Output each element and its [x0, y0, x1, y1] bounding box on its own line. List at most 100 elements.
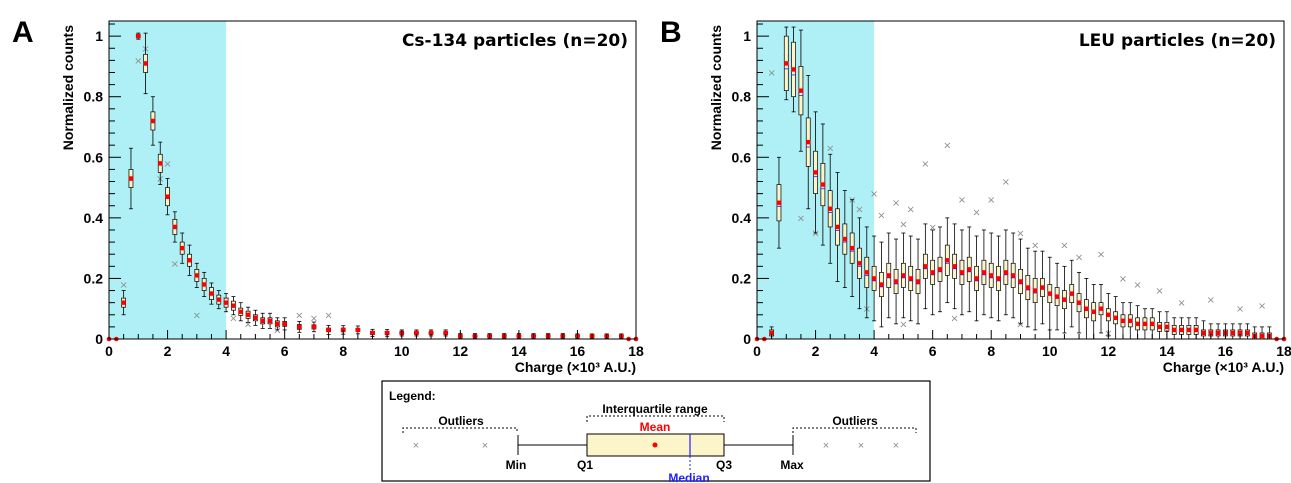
- panel-letter-a: A: [12, 16, 34, 49]
- axes: 0 2 4 6 8 10 12 14 16 18 0 0.2 0.4 0.6 0.8 1: [84, 23, 644, 359]
- mean-point: [1259, 333, 1265, 339]
- mean-point: [165, 194, 170, 199]
- x-tick-label: 0: [105, 343, 113, 359]
- outlier-point: ×: [855, 204, 863, 215]
- x-tick-label: 10: [394, 343, 410, 359]
- mean-point: [1245, 330, 1250, 336]
- outlier-point: ×: [1155, 286, 1163, 297]
- mean-point: [1069, 291, 1074, 296]
- mean-point: [428, 330, 434, 336]
- legend-box: Legend: Outliers × × Interquartile range…: [381, 380, 931, 483]
- outlier-mark: ×: [823, 440, 829, 452]
- mean-point: [901, 273, 906, 278]
- outlier-mark: ×: [413, 440, 419, 452]
- y-tick-label: 0.4: [732, 210, 752, 226]
- mean-point: [959, 270, 965, 275]
- x-tick-label: 6: [929, 343, 937, 359]
- outlier-point: ×: [907, 204, 915, 215]
- x-tick-label: 14: [511, 343, 527, 359]
- outlier-point: ×: [1016, 229, 1024, 240]
- x-tick-label: 8: [987, 343, 995, 359]
- outlier-point: ×: [899, 219, 907, 230]
- mean-point: [937, 267, 943, 272]
- mean-point: [355, 327, 361, 333]
- mean-point: [297, 324, 302, 330]
- chart-panel-a: ××××××××××××××× 02468101214161800.20.40.…: [60, 20, 644, 375]
- mean-point: [1098, 306, 1104, 311]
- outlier-point: ×: [899, 319, 907, 330]
- mean-point: [1157, 324, 1162, 330]
- mean-point: [194, 273, 200, 278]
- mean-point: [996, 276, 1001, 281]
- mean-point: [1010, 273, 1016, 278]
- mean-point: [187, 258, 192, 263]
- mean-point: [253, 315, 258, 320]
- mean-point: [1142, 321, 1148, 327]
- outliers-left-label: Outliers: [438, 414, 484, 428]
- chart-panel-b: ×××××××××××××××××××××××××××××××××××× 0 2 4…: [708, 20, 1291, 375]
- mean-point: [231, 303, 236, 308]
- y-tick-label: 0.6: [84, 149, 104, 165]
- mean-point: [842, 236, 848, 242]
- outlier-point: ×: [958, 195, 966, 206]
- outlier-point: ×: [229, 313, 237, 324]
- iqr-bracket: [586, 415, 725, 422]
- mean-point: [326, 327, 331, 333]
- x-tick-label: 18: [1276, 343, 1291, 359]
- mean-point: [915, 279, 921, 284]
- outlier-point: ×: [797, 213, 805, 224]
- mean-point: [1201, 330, 1206, 336]
- chart-title: Cs-134 particles (n=20): [402, 31, 628, 51]
- mean-point: [121, 300, 126, 305]
- outlier-point: ×: [1075, 253, 1083, 264]
- mean-point: [179, 245, 185, 251]
- y-tick-label: 1: [95, 28, 103, 44]
- y-tick-label: 0.6: [732, 149, 752, 165]
- x-tick-label: 2: [812, 343, 820, 359]
- mean-point: [443, 330, 448, 336]
- mean-point: [311, 324, 317, 330]
- mean-point: [260, 318, 265, 324]
- outlier-point: ×: [1119, 274, 1127, 285]
- mean-point: [864, 270, 869, 275]
- mean-point: [923, 264, 928, 269]
- mean-point: [370, 330, 375, 336]
- mean-point: [1172, 327, 1177, 333]
- mean-point: [908, 276, 913, 281]
- outliers-right-label: Outliers: [832, 414, 878, 428]
- mean-point: [1237, 330, 1243, 336]
- mean-point: [282, 321, 287, 327]
- outlier-point: ×: [1236, 304, 1244, 315]
- mean-point: [879, 282, 884, 287]
- outlier-mark: ×: [858, 440, 864, 452]
- mean-point: [806, 139, 811, 145]
- legend-mean-dot: [652, 442, 658, 448]
- outlier-point: ×: [950, 313, 958, 324]
- outlier-point: ×: [1133, 280, 1141, 291]
- x-axis-title: Charge (×10³ A.U.): [1163, 359, 1284, 375]
- mean-point: [930, 270, 935, 275]
- y-tick-label: 0.2: [732, 270, 752, 286]
- legend-q3-label: Q3: [716, 458, 732, 472]
- outlier-point: ×: [1031, 241, 1039, 252]
- legend-q1-label: Q1: [577, 458, 593, 472]
- legend-frame: [381, 380, 931, 482]
- mean-point: [1186, 327, 1192, 333]
- mean-point: [275, 321, 280, 327]
- x-tick-label: 4: [222, 343, 230, 359]
- mean-point: [857, 261, 862, 266]
- mean-point: [827, 206, 833, 211]
- mean-point: [871, 276, 877, 281]
- outlier-point: ×: [273, 325, 281, 336]
- x-tick-label: 14: [1159, 343, 1175, 359]
- mean-point: [1193, 327, 1199, 333]
- mean-point: [893, 279, 899, 284]
- mean-point: [820, 182, 826, 187]
- mean-point: [849, 245, 855, 251]
- mean-point: [384, 330, 390, 336]
- x-tick-label: 6: [281, 343, 289, 359]
- outlier-point: ×: [943, 141, 951, 152]
- x-tick-label: 16: [1218, 343, 1234, 359]
- iqr-label: Interquartile range: [602, 402, 708, 416]
- outlier-point: ×: [1097, 250, 1105, 261]
